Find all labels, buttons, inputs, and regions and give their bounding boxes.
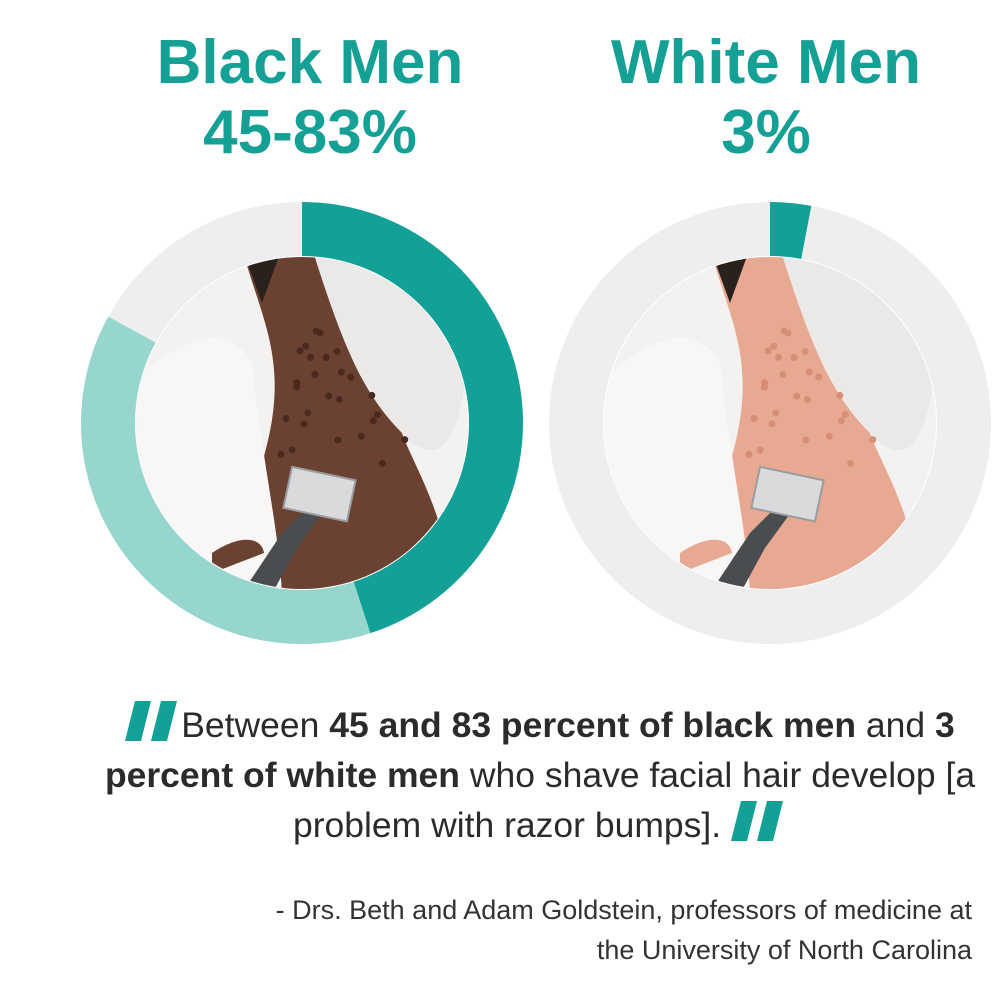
donut-segment	[81, 316, 371, 644]
quote-text: Between	[181, 705, 330, 745]
donut-charts	[81, 202, 991, 644]
white-men-label: White Men	[611, 28, 921, 97]
quote-mark-icon	[125, 701, 178, 741]
black-men-label: Black Men	[156, 28, 464, 97]
donut-segment	[769, 202, 812, 260]
white-men-percent: 3%	[721, 98, 811, 167]
black-men-percent: 45-83%	[203, 98, 417, 167]
white-men-title: White Men 3%	[546, 28, 986, 168]
donut-segment	[108, 202, 303, 344]
quote-bold-black: 45 and 83 percent of black men	[329, 705, 857, 745]
attribution: - Drs. Beth and Adam Goldstein, professo…	[276, 890, 972, 970]
donut-segment	[549, 202, 991, 644]
quote-bold-white: 3 percent of white men	[104, 705, 955, 795]
quote-text: and	[856, 705, 935, 745]
black-men-title: Black Men 45-83%	[90, 28, 530, 168]
attribution-line-2: the University of North Carolina	[596, 935, 972, 965]
quote-text: who shave facial hair develop [a problem…	[292, 755, 976, 845]
attribution-line-1: - Drs. Beth and Adam Goldstein, professo…	[275, 895, 972, 925]
quote: Between 45 and 83 percent of black men a…	[100, 700, 980, 850]
donut-segment	[301, 202, 523, 634]
quote-mark-icon	[731, 801, 783, 841]
